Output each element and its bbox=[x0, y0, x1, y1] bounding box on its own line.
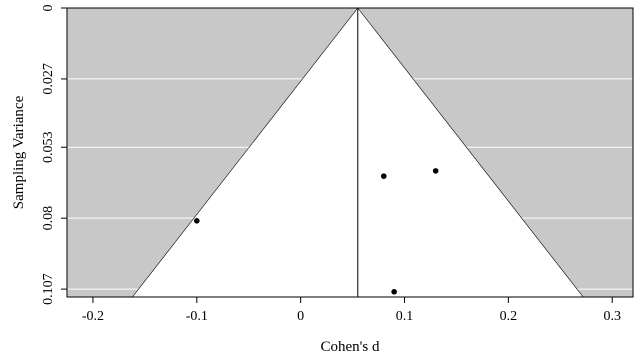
data-point bbox=[432, 168, 439, 174]
y-tick-label: 0 bbox=[41, 5, 56, 12]
data-point bbox=[391, 288, 397, 295]
x-tick-label: 0.2 bbox=[500, 309, 518, 324]
data-point bbox=[380, 173, 387, 179]
y-axis: 0 0.027 0.053 0.08 0.107 bbox=[41, 5, 67, 305]
y-tick-label: 0.08 bbox=[41, 206, 56, 231]
y-tick-label: 0.107 bbox=[41, 273, 56, 305]
data-point bbox=[194, 218, 200, 224]
x-tick-label: 0 bbox=[297, 309, 304, 324]
x-tick-label: 0.3 bbox=[603, 309, 621, 324]
data-points bbox=[194, 168, 439, 295]
y-tick-label: 0.053 bbox=[41, 131, 56, 163]
x-tick-label: 0.1 bbox=[396, 309, 414, 324]
x-axis: -0.2 -0.1 0 0.1 0.2 0.3 bbox=[82, 297, 621, 324]
plot-border bbox=[66, 7, 634, 298]
x-axis-label: Cohen's d bbox=[321, 339, 380, 355]
x-tick-label: -0.1 bbox=[186, 309, 208, 324]
y-axis-label: Sampling Variance bbox=[11, 95, 27, 209]
y-tick-label: 0.027 bbox=[41, 63, 56, 95]
x-tick-label: -0.2 bbox=[82, 309, 104, 324]
